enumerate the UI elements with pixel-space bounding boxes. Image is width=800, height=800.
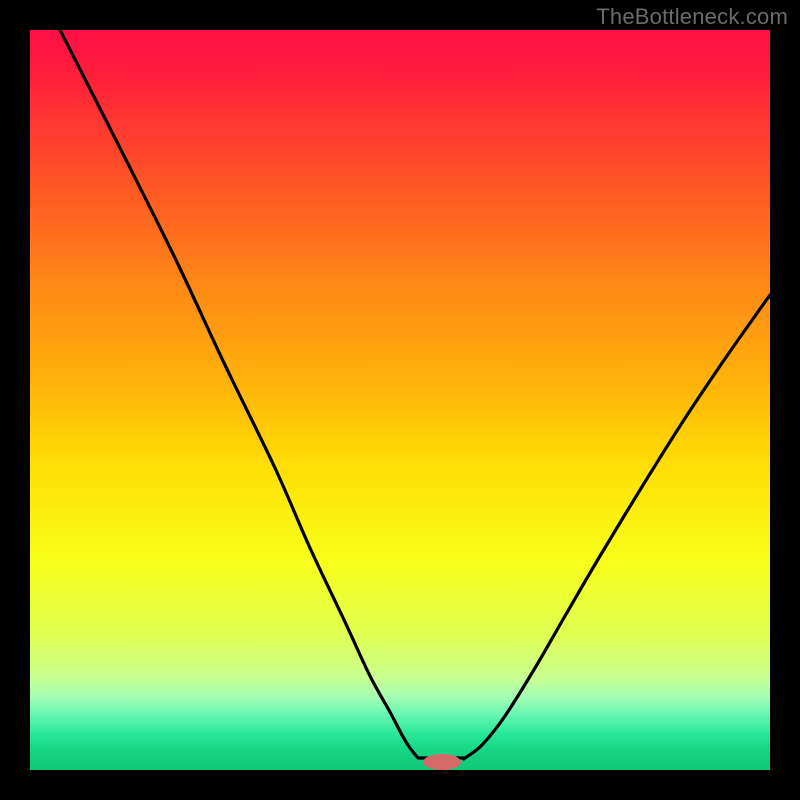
optimal-point-marker bbox=[423, 754, 461, 770]
bottleneck-chart bbox=[0, 0, 800, 800]
gradient-plot-area bbox=[30, 30, 770, 770]
watermark-text: TheBottleneck.com bbox=[596, 4, 788, 30]
